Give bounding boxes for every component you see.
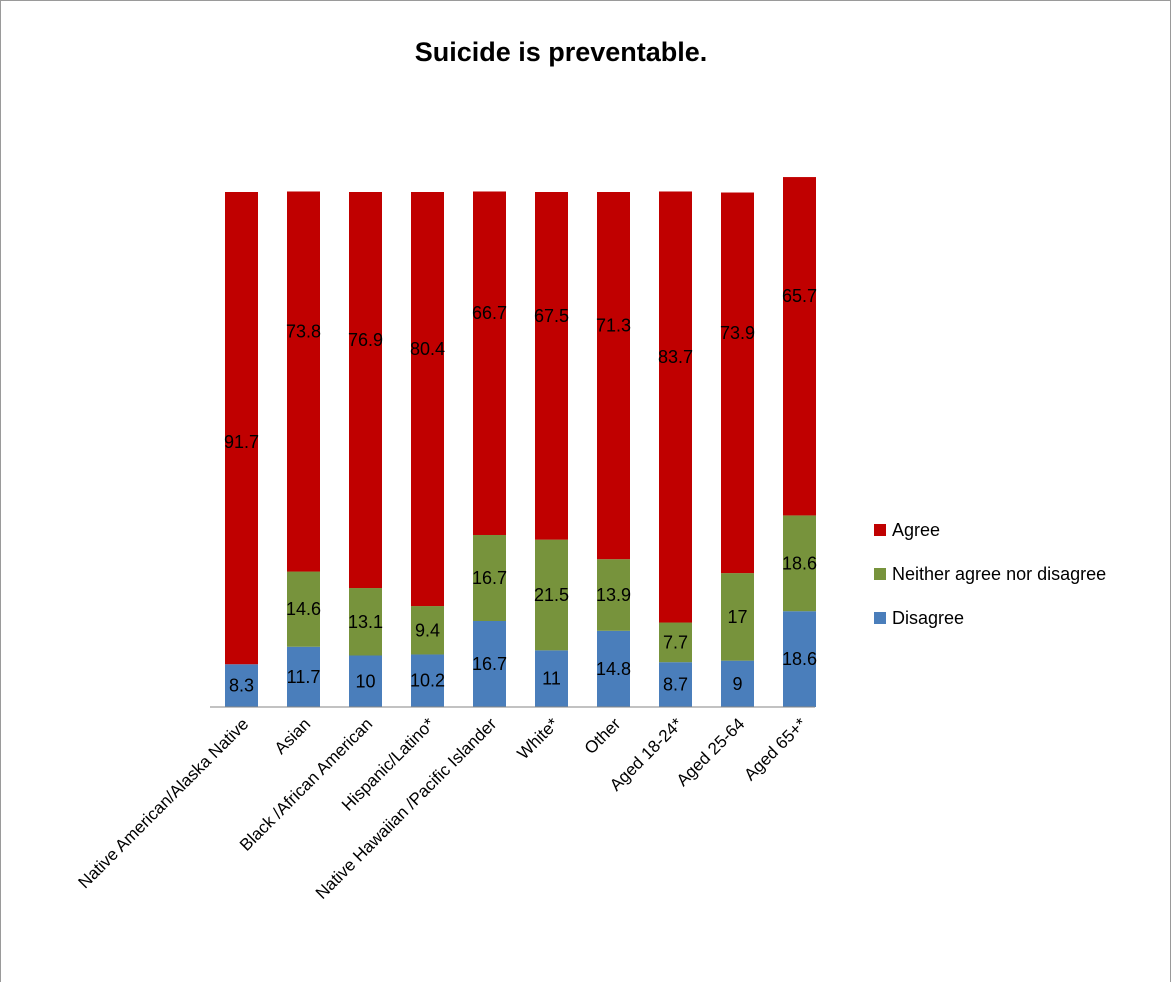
- bar-agree-5: [473, 191, 506, 535]
- data-label-agree-1: 91.7: [224, 432, 259, 452]
- data-label-agree-4: 80.4: [410, 339, 445, 359]
- data-label-disagree-9: 9: [732, 674, 742, 694]
- bar-disagree-9: [721, 660, 754, 707]
- bar-neither-agree-nor-disagree-6: [535, 539, 568, 651]
- data-label-disagree-7: 14.8: [596, 659, 631, 679]
- category-label-7: Other: [581, 714, 625, 758]
- bar-agree-2: [287, 191, 320, 572]
- bar-agree-10: [783, 177, 816, 516]
- data-label-neither-agree-nor-disagree-9: 17: [727, 607, 747, 627]
- data-label-neither-agree-nor-disagree-2: 14.6: [286, 599, 321, 619]
- data-label-neither-agree-nor-disagree-8: 7.7: [663, 632, 688, 652]
- bar-neither-agree-nor-disagree-4: [411, 606, 444, 655]
- data-label-disagree-5: 16.7: [472, 654, 507, 674]
- legend-label-agree: Agree: [892, 520, 940, 540]
- bar-disagree-5: [473, 620, 506, 707]
- bar-disagree-4: [411, 654, 444, 707]
- chart-title: Suicide is preventable.: [415, 37, 708, 67]
- bar-disagree-3: [349, 655, 382, 707]
- legend-swatch-disagree: [874, 612, 886, 624]
- data-label-disagree-2: 11.7: [287, 667, 321, 687]
- bar-neither-agree-nor-disagree-9: [721, 573, 754, 661]
- bar-neither-agree-nor-disagree-2: [287, 571, 320, 647]
- legend-swatch-neither-agree-nor-disagree: [874, 568, 886, 580]
- bar-neither-agree-nor-disagree-3: [349, 588, 382, 656]
- legend-label-neither-agree-nor-disagree: Neither agree nor disagree: [892, 564, 1106, 584]
- bar-disagree-6: [535, 650, 568, 707]
- bar-agree-4: [411, 192, 444, 607]
- bar-agree-8: [659, 191, 692, 623]
- bar-disagree-10: [783, 611, 816, 707]
- data-label-agree-6: 67.5: [534, 306, 569, 326]
- legend: Agree Neither agree nor disagree Disagree: [874, 520, 1106, 628]
- bar-disagree-1: [225, 664, 258, 707]
- bars-group: 8.3091.711.714.673.81013.176.910.29.480.…: [224, 177, 817, 707]
- data-label-disagree-1: 8.3: [229, 676, 254, 696]
- data-label-neither-agree-nor-disagree-6: 21.5: [534, 585, 569, 605]
- data-label-agree-9: 73.9: [720, 323, 755, 343]
- legend-swatch-agree: [874, 524, 886, 536]
- bar-neither-agree-nor-disagree-10: [783, 515, 816, 612]
- category-label-10: Aged 65+*: [740, 714, 810, 784]
- bar-agree-6: [535, 192, 568, 540]
- data-label-neither-agree-nor-disagree-10: 18.6: [782, 553, 817, 573]
- bar-agree-9: [721, 192, 754, 574]
- data-label-disagree-6: 11: [542, 669, 561, 689]
- category-label-2: Asian: [271, 714, 315, 758]
- data-label-neither-agree-nor-disagree-7: 13.9: [596, 585, 631, 605]
- data-label-neither-agree-nor-disagree-3: 13.1: [348, 612, 383, 632]
- category-label-1: Native American/Alaska Native: [75, 714, 253, 892]
- data-label-neither-agree-nor-disagree-5: 16.7: [472, 568, 507, 588]
- bar-neither-agree-nor-disagree-5: [473, 534, 506, 621]
- data-label-agree-10: 65.7: [782, 286, 817, 306]
- category-labels: Native American/Alaska Native AsianBlack …: [75, 714, 811, 903]
- data-label-disagree-8: 8.7: [663, 675, 688, 695]
- data-label-disagree-10: 18.6: [782, 649, 817, 669]
- bar-neither-agree-nor-disagree-7: [597, 559, 630, 631]
- category-label-6: White*: [513, 714, 562, 763]
- data-label-agree-5: 66.7: [472, 303, 507, 323]
- data-label-disagree-4: 10.2: [410, 671, 445, 691]
- data-label-agree-3: 76.9: [348, 330, 383, 350]
- data-label-agree-2: 73.8: [286, 322, 321, 342]
- data-label-disagree-3: 10: [355, 671, 375, 691]
- legend-label-disagree: Disagree: [892, 608, 964, 628]
- bar-agree-3: [349, 192, 382, 589]
- bar-disagree-7: [597, 630, 630, 707]
- data-label-agree-7: 71.3: [596, 316, 631, 336]
- bar-disagree-2: [287, 646, 320, 707]
- bar-neither-agree-nor-disagree-8: [659, 622, 692, 663]
- bar-agree-1: [225, 192, 258, 665]
- bar-disagree-8: [659, 662, 692, 707]
- data-label-agree-8: 83.7: [658, 347, 693, 367]
- data-label-neither-agree-nor-disagree-4: 9.4: [415, 620, 440, 640]
- bar-agree-7: [597, 192, 630, 560]
